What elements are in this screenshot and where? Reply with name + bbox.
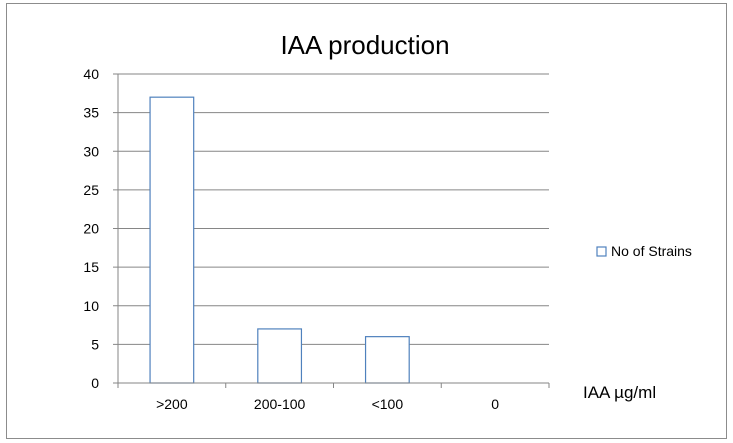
legend-label: No of Strains [611,243,692,259]
bar [149,96,195,384]
legend: No of Strains [596,243,692,259]
bars [149,96,410,384]
y-tick-label: 20 [83,221,99,237]
chart-frame [6,3,727,439]
x-axis-tick-labels: >200 200-100 <100 0 [156,396,499,412]
y-tick-label: 0 [91,375,99,391]
x-tick-label: 0 [491,396,499,412]
x-axis-title: IAA µg/ml [583,383,656,402]
x-tick-label: 200-100 [254,396,306,412]
chart-title: IAA production [280,30,449,60]
axes [113,73,550,388]
y-tick-label: 25 [83,182,99,198]
y-tick-label: 10 [83,298,99,314]
x-tick-label: >200 [156,396,188,412]
y-axis-tick-labels: 0 5 10 15 20 25 30 35 40 [83,66,99,391]
y-tick-label: 40 [83,66,99,82]
y-tick-label: 30 [83,143,99,159]
y-tick-label: 35 [83,105,99,121]
x-tick-label: <100 [372,396,404,412]
bar [364,336,410,384]
legend-swatch [596,246,607,257]
bar [257,328,303,384]
y-tick-label: 15 [83,259,99,275]
y-tick-label: 5 [91,336,99,352]
